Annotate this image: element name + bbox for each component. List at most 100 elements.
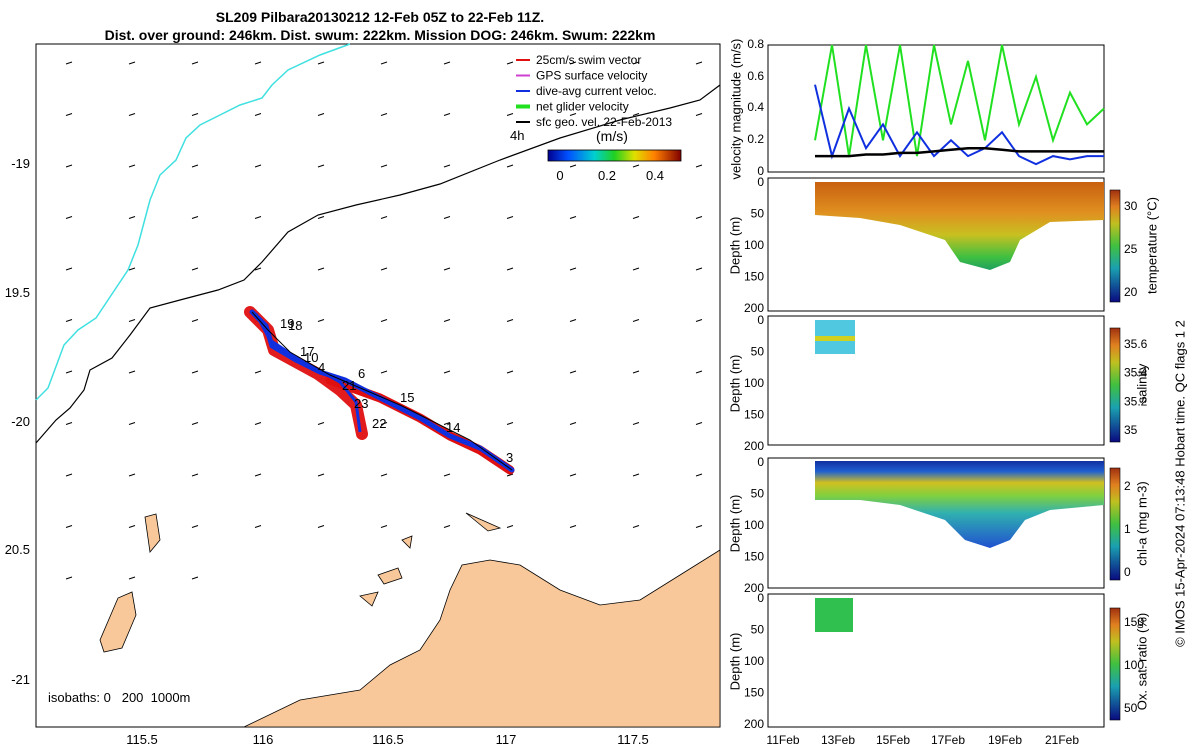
velocity-arrow — [506, 370, 514, 374]
time-xtick: 19Feb — [988, 733, 1022, 747]
velocity-arrow — [443, 164, 451, 168]
velocity-arrow — [506, 216, 514, 219]
velocity-arrow — [443, 61, 451, 65]
temp-cbar-label: temperature (°C) — [1144, 197, 1160, 294]
cbar-tick: 25 — [1124, 242, 1138, 256]
velocity-arrow — [128, 216, 136, 219]
cbar-tick: 35.4 — [1124, 366, 1148, 380]
dive-avg-current-2 — [254, 313, 362, 433]
cbar-tick: 35.6 — [1124, 337, 1148, 351]
velocity-arrow — [128, 319, 136, 322]
velocity-arrow — [191, 473, 199, 477]
velocity-ytick: 0 — [757, 164, 764, 178]
map-legend: 25cm/s swim vector GPS surface velocitydi… — [516, 53, 672, 129]
velocity-arrow — [632, 61, 640, 65]
map-xtick: 116.5 — [372, 732, 404, 747]
time-xtick: 17Feb — [931, 733, 965, 747]
velocity-arrow — [632, 216, 640, 219]
speed-colorbar-ticks: 0 0.2 0.4 — [556, 168, 664, 183]
oxy-cbar-label: Ox. sat. ratio (%) — [1134, 612, 1150, 711]
velocity-arrow — [317, 216, 325, 219]
colorbar-tick: 0 — [556, 168, 563, 183]
temperature-colorbar — [1109, 189, 1121, 303]
velocity-arrow — [443, 422, 451, 425]
map-axis-ticks: 115.5 116 116.5 117 117.5 -19 19.5 -20 20.5 -21 — [5, 156, 649, 747]
velocity-arrow — [254, 370, 262, 374]
day-label: 19 — [280, 316, 294, 331]
oxygen-section — [815, 598, 853, 632]
velocity-arrow — [317, 61, 325, 65]
velocity-arrow — [65, 267, 73, 271]
time-xtick: 15Feb — [876, 733, 910, 747]
time-xtick: 21Feb — [1045, 733, 1079, 747]
depth-tick: 200 — [744, 301, 764, 315]
credit-text: © IMOS 15-Apr-2024 07:13:48 Hobart time.… — [1172, 320, 1188, 647]
day-label: 21 — [342, 378, 356, 393]
velocity-arrow — [695, 164, 703, 168]
velocity-arrow — [191, 319, 199, 322]
colorbar-tick: 0.4 — [646, 168, 664, 183]
velocity-arrow — [317, 113, 325, 116]
velocity-arrow — [317, 525, 325, 528]
day-label: 17 — [300, 344, 314, 359]
velocity-arrow — [695, 319, 703, 322]
velocity-arrow — [506, 113, 514, 116]
velocity-arrow — [632, 319, 640, 322]
map-ytick: 20.5 — [5, 542, 30, 557]
depth-tick: 200 — [744, 717, 764, 731]
island — [99, 591, 137, 653]
velocity-arrow — [443, 525, 451, 528]
depth-tick: 100 — [744, 654, 764, 668]
speed-colorbar — [547, 149, 682, 162]
velocity-arrow — [506, 267, 514, 271]
velocity-arrow — [506, 164, 514, 168]
velocity-arrow — [695, 267, 703, 271]
oxygen-colorbar — [1109, 607, 1121, 721]
map-xtick: 115.5 — [126, 732, 158, 747]
temperature-section — [815, 182, 1104, 270]
cbar-tick: 35 — [1124, 423, 1138, 437]
velocity-arrow — [380, 267, 388, 271]
velocity-arrow — [569, 473, 577, 477]
velocity-arrow — [128, 164, 136, 168]
velocity-arrow — [569, 525, 577, 528]
day-label: 10 — [304, 350, 318, 365]
velocity-arrow — [254, 267, 262, 271]
velocity-arrow — [254, 164, 262, 168]
map-ytick: -20 — [11, 414, 30, 429]
day-label: 3 — [506, 450, 513, 465]
velocity-arrow — [317, 267, 325, 271]
velocity-arrow — [380, 525, 388, 528]
velocity-arrow — [695, 422, 703, 425]
velocity-arrow — [695, 525, 703, 528]
depth-tick: 100 — [744, 238, 764, 252]
depth-tick: 0 — [757, 313, 764, 327]
title-line-1: SL209 Pilbara20130212 12-Feb 05Z to 22-F… — [215, 9, 545, 25]
velocity-arrow — [443, 216, 451, 219]
velocity-arrow — [506, 422, 514, 425]
day-label: 15 — [400, 390, 414, 405]
map-ytick: -19 — [11, 156, 30, 171]
velocity-arrow — [443, 473, 451, 477]
velocity-arrow — [632, 113, 640, 116]
isobaths-label: isobaths: 0 200 1000m — [48, 690, 191, 705]
chla-cbar-label: chl-a (mg m-3) — [1134, 481, 1150, 566]
right-panel-ticks: 0.80.60.40.20050100150200302520050100150… — [744, 37, 1148, 747]
depth-tick: 150 — [744, 550, 764, 564]
depth-tick: 50 — [751, 623, 765, 637]
depth-tick: 100 — [744, 518, 764, 532]
velocity-lines — [814, 44, 1105, 166]
map-ytick: -21 — [11, 672, 30, 687]
velocity-arrow — [380, 319, 388, 322]
time-marker: 4h — [510, 128, 525, 143]
day-label: 14 — [446, 420, 460, 435]
velocity-arrow — [65, 164, 73, 168]
velocity-arrow — [632, 422, 640, 425]
velocity-arrow — [632, 525, 640, 528]
velocity-arrow — [65, 319, 73, 322]
day-label: 23 — [354, 396, 368, 411]
velocity-arrow — [506, 525, 514, 528]
glider-path — [251, 311, 513, 471]
velocity-arrow — [443, 267, 451, 271]
depth-tick: 0 — [757, 455, 764, 469]
